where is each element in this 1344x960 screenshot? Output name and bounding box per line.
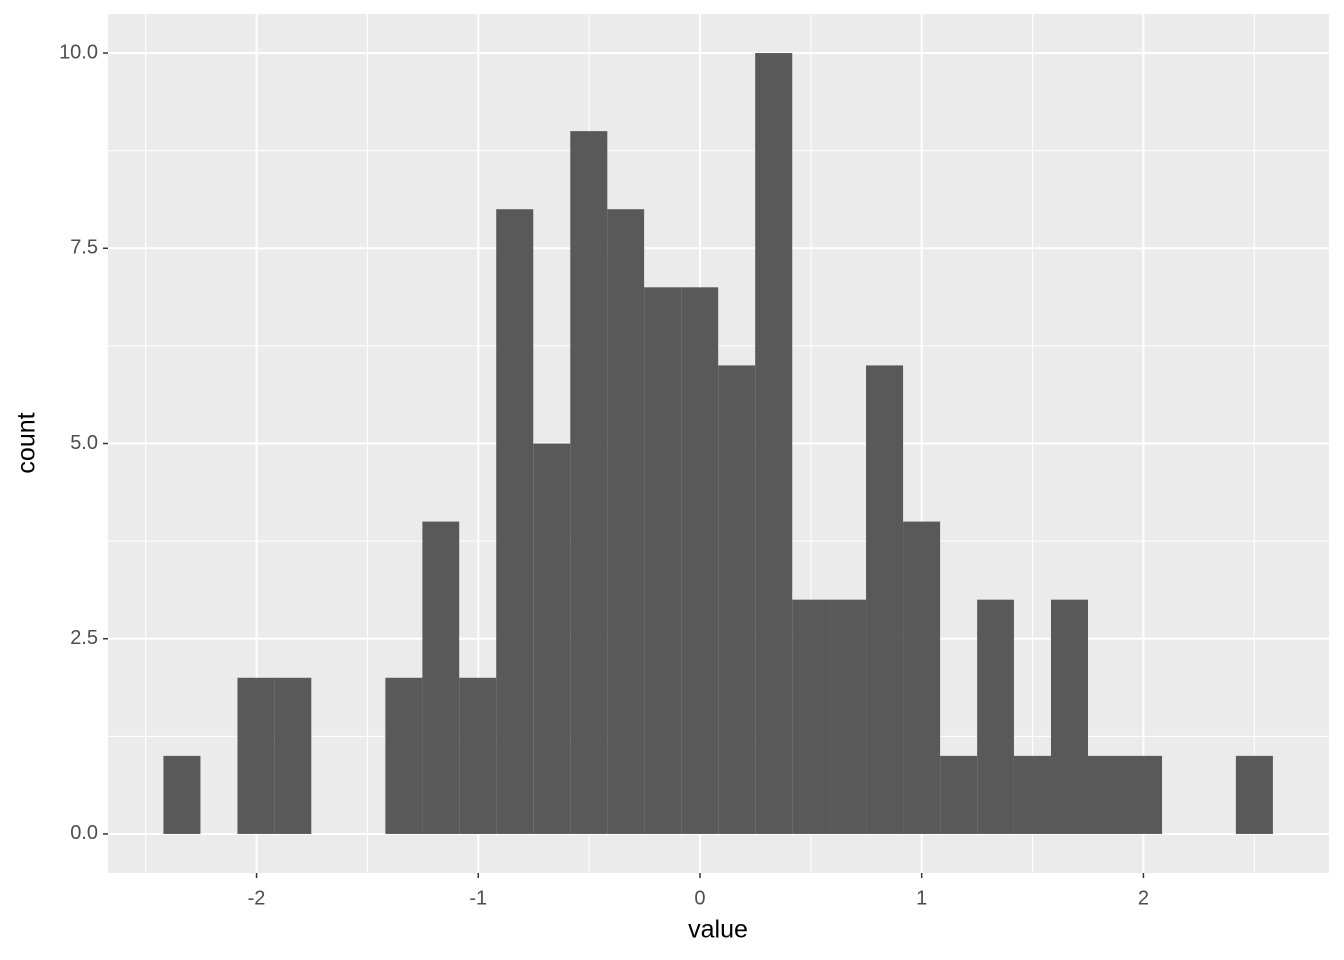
bar xyxy=(866,365,904,834)
bar xyxy=(977,599,1014,834)
bar xyxy=(792,599,830,834)
bar xyxy=(570,131,608,834)
bar xyxy=(607,209,645,834)
bar xyxy=(644,287,682,834)
bar xyxy=(496,209,534,834)
bar xyxy=(940,755,978,834)
bar xyxy=(1125,755,1163,834)
bar xyxy=(422,521,460,834)
bar xyxy=(274,677,312,834)
bar xyxy=(718,365,756,834)
bar xyxy=(459,677,497,834)
y-tick-label: 0.0 xyxy=(70,822,98,844)
y-tick-label: 10.0 xyxy=(59,41,98,63)
x-tick-label: 0 xyxy=(694,887,705,909)
x-axis-title: value xyxy=(688,916,748,944)
bar xyxy=(1087,755,1126,834)
bar xyxy=(1235,755,1273,834)
y-axis-title: count xyxy=(13,412,41,473)
x-tick-label: -1 xyxy=(469,887,487,909)
bar xyxy=(237,677,275,834)
x-tick-label: -2 xyxy=(248,887,266,909)
y-tick-label: 2.5 xyxy=(70,627,98,649)
bar xyxy=(1050,599,1088,834)
bar xyxy=(385,677,423,834)
bar xyxy=(755,53,793,834)
bar xyxy=(903,521,941,834)
bar xyxy=(681,287,719,834)
y-tick-label: 5.0 xyxy=(70,432,98,454)
x-tick-label: 2 xyxy=(1138,887,1149,909)
x-tick-label: 1 xyxy=(916,887,927,909)
bar xyxy=(1013,755,1051,834)
bar xyxy=(829,599,867,834)
bar xyxy=(533,443,571,834)
bar xyxy=(163,755,201,834)
y-tick-label: 7.5 xyxy=(70,237,98,259)
